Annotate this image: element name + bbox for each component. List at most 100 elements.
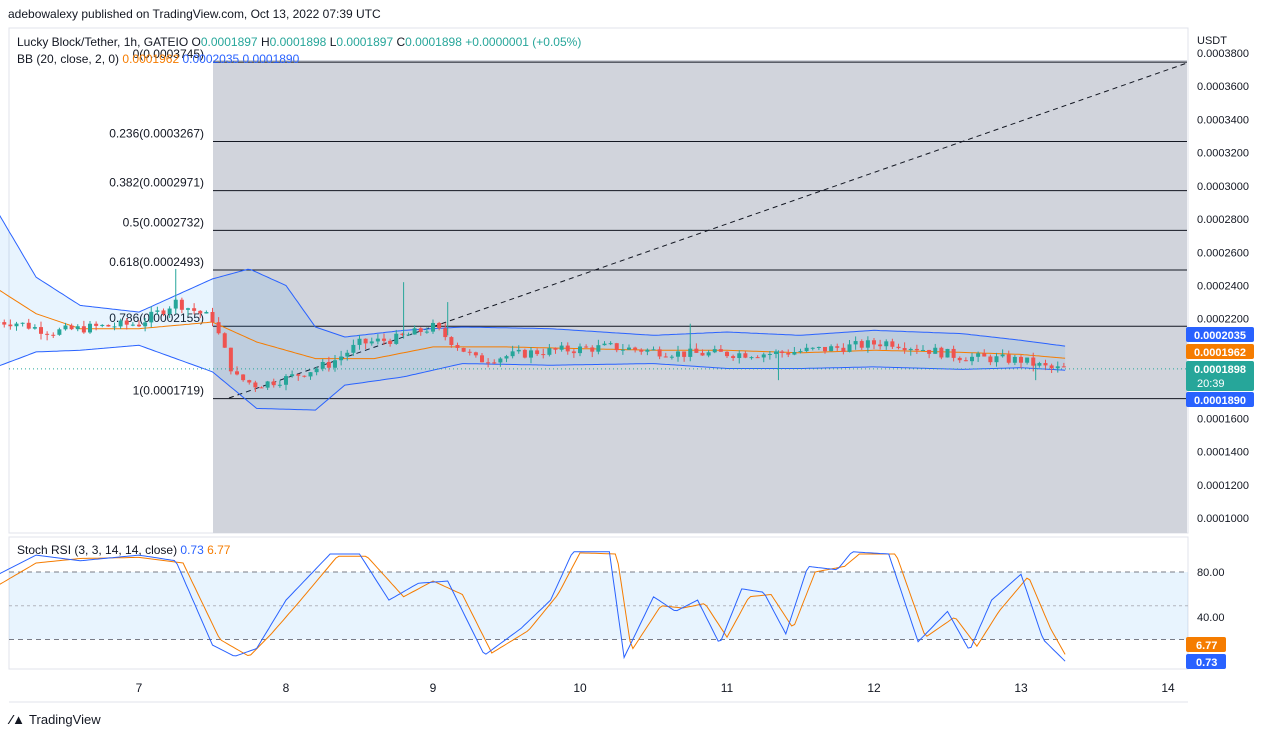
candle-body bbox=[388, 340, 393, 344]
price-badge-label: 0.0001890 bbox=[1194, 395, 1246, 407]
candle-body bbox=[1055, 366, 1060, 369]
candle-body bbox=[75, 326, 80, 330]
candle-body bbox=[204, 311, 209, 314]
candle-body bbox=[682, 351, 687, 357]
candle-body bbox=[8, 324, 13, 327]
stoch-tick-label: 40.00 bbox=[1197, 612, 1225, 624]
stoch-badge bbox=[1186, 654, 1226, 669]
stoch-k-line bbox=[0, 551, 1066, 662]
change-value: +0.0000001 (+0.05%) bbox=[465, 35, 582, 49]
candle-body bbox=[902, 348, 907, 351]
candle-body bbox=[780, 351, 785, 354]
candle-body bbox=[951, 348, 956, 358]
candle-body bbox=[823, 346, 827, 352]
candle-body bbox=[602, 343, 607, 346]
candle-body bbox=[222, 333, 227, 348]
open-label: O bbox=[191, 35, 201, 49]
candle-body bbox=[277, 384, 282, 386]
candle-body bbox=[235, 371, 239, 375]
candle-body bbox=[700, 352, 705, 356]
bb-upper-line bbox=[0, 215, 1066, 347]
stoch-rsi-legend[interactable]: Stoch RSI (3, 3, 14, 14, close) 0.73 6.7… bbox=[17, 543, 230, 557]
candle-body bbox=[32, 327, 37, 329]
candle-body bbox=[510, 351, 515, 357]
candle-body bbox=[259, 387, 264, 389]
symbol-title: Lucky Block/Tether, 1h, GATEIO bbox=[17, 35, 189, 49]
candle-body bbox=[945, 348, 950, 358]
price-tick-label: 0.0003600 bbox=[1197, 81, 1249, 93]
candle-body bbox=[296, 374, 301, 376]
brand-name: TradingView bbox=[29, 712, 101, 727]
low-label: L bbox=[329, 35, 337, 49]
price-badge-label: 0.0001898 bbox=[1194, 364, 1246, 376]
candle-body bbox=[339, 356, 344, 361]
candle-body bbox=[137, 324, 141, 327]
price-badge-label: 0.0001962 bbox=[1194, 347, 1246, 359]
candle-body bbox=[608, 343, 613, 345]
candle-body bbox=[228, 347, 233, 372]
candle-body bbox=[418, 328, 423, 332]
price-badge bbox=[1186, 361, 1254, 391]
candle-body bbox=[627, 347, 631, 350]
candle-body bbox=[94, 323, 99, 326]
fib-level-label: 1(0.0001719) bbox=[133, 384, 204, 398]
candle-body bbox=[718, 349, 723, 352]
candle-body bbox=[161, 310, 166, 315]
time-tick-label: 12 bbox=[867, 681, 881, 695]
bb-basis-line bbox=[0, 290, 1066, 360]
candle-body bbox=[351, 344, 356, 353]
time-axis[interactable]: 7 8 9 10 11 12 13 14 bbox=[136, 681, 1175, 695]
candle-body bbox=[676, 351, 680, 357]
candle-body bbox=[614, 343, 619, 351]
tradingview-brand[interactable]: ⁄▲ TradingView bbox=[10, 712, 101, 727]
price-badge bbox=[1186, 344, 1254, 359]
candle-body bbox=[130, 324, 135, 326]
candle-body bbox=[480, 355, 484, 363]
candle-body bbox=[1049, 365, 1054, 369]
bb-upper-value: 0.0002035 bbox=[182, 52, 240, 66]
candle-body bbox=[210, 311, 215, 323]
candle-body bbox=[88, 323, 92, 333]
candle-body bbox=[345, 352, 350, 357]
candle-body bbox=[535, 350, 540, 355]
candle-body bbox=[39, 327, 43, 334]
symbol-legend[interactable]: Lucky Block/Tether, 1h, GATEIO O0.000189… bbox=[17, 35, 581, 49]
candle-body bbox=[382, 338, 386, 341]
candle-body bbox=[149, 311, 154, 323]
candle-body bbox=[1031, 357, 1036, 366]
stoch-k-value: 0.73 bbox=[180, 543, 204, 557]
candle-body bbox=[657, 349, 662, 357]
candle-body bbox=[841, 347, 846, 352]
candle-body bbox=[853, 341, 858, 345]
candle-body bbox=[957, 357, 962, 361]
candle-body bbox=[167, 308, 172, 315]
fib-level-label: 0.236(0.0003267) bbox=[109, 127, 204, 141]
candle-body bbox=[437, 322, 442, 329]
candle-body bbox=[45, 333, 50, 335]
candle-body bbox=[645, 349, 650, 352]
candle-body bbox=[908, 348, 913, 351]
fib-retracement[interactable]: 0(0.0003745) 0.236(0.0003267) 0.382(0.0002… bbox=[109, 47, 1188, 533]
candle-body bbox=[810, 347, 815, 349]
candle-body bbox=[1025, 357, 1030, 363]
publisher-caption: adebowalexy published on TradingView.com… bbox=[8, 7, 381, 21]
price-badge bbox=[1186, 327, 1254, 342]
fib-level-label: 0.618(0.0002493) bbox=[109, 255, 204, 269]
candle-body bbox=[363, 338, 368, 344]
time-tick-label: 10 bbox=[573, 681, 587, 695]
price-tick-label: 0.0003200 bbox=[1197, 148, 1249, 160]
price-tick-label: 0.0001200 bbox=[1197, 480, 1249, 492]
stoch-rsi-pane: 80.00 40.00 6.77 0.73 bbox=[0, 551, 1226, 669]
candle-body bbox=[1019, 356, 1023, 363]
candle-body bbox=[63, 325, 68, 330]
bb-legend[interactable]: BB (20, close, 2, 0) 0.0001962 0.0002035… bbox=[17, 52, 299, 66]
candle-body bbox=[106, 324, 111, 327]
candle-body bbox=[412, 328, 417, 335]
candle-body bbox=[192, 308, 197, 311]
candle-body bbox=[878, 344, 883, 347]
candle-body bbox=[265, 381, 270, 388]
candle-body bbox=[694, 348, 699, 353]
candle-body bbox=[884, 341, 889, 347]
